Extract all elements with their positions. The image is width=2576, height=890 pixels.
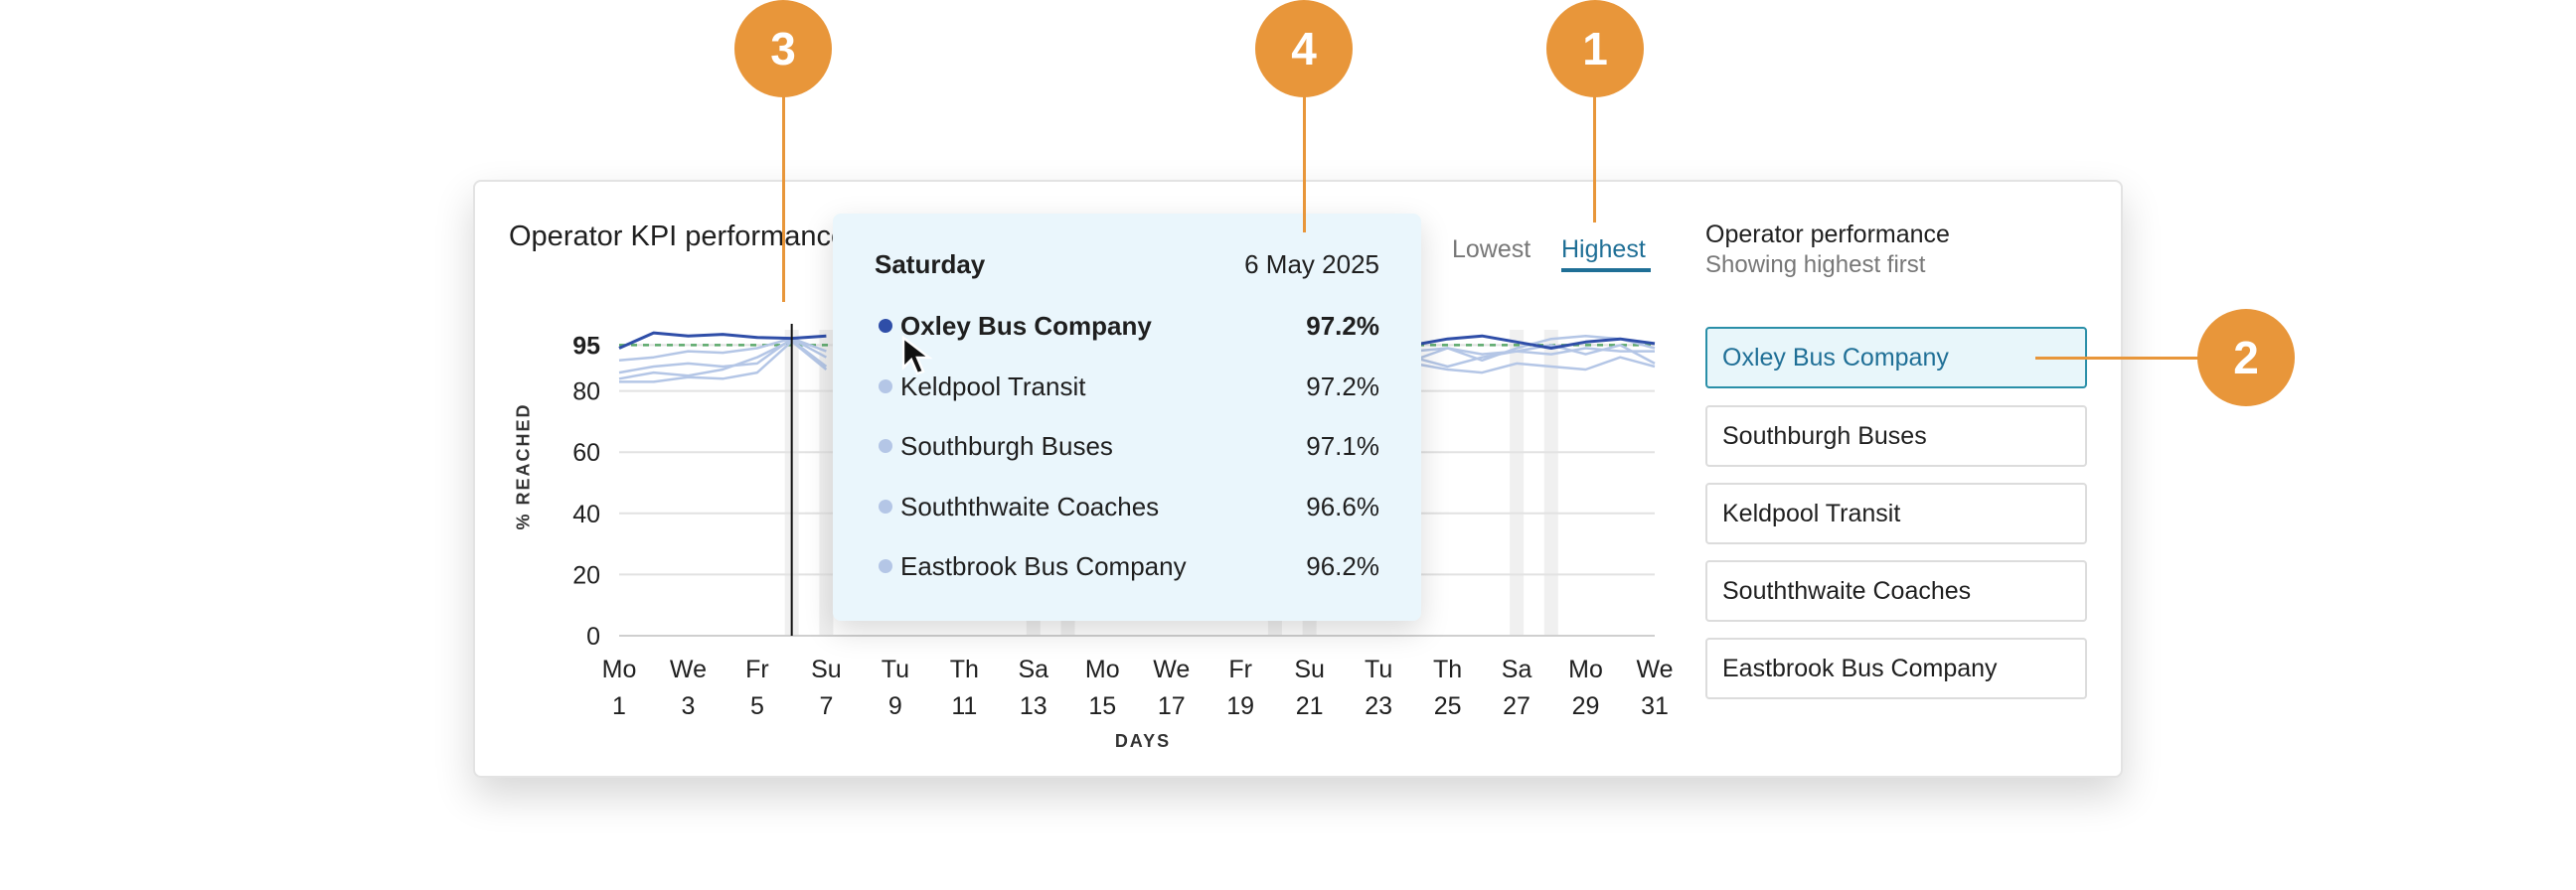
y-tick-label: 80 bbox=[572, 378, 600, 406]
series-dot-icon bbox=[879, 439, 892, 453]
x-tick-day-label: Fr bbox=[1228, 656, 1252, 683]
x-tick-date-label: 1 bbox=[612, 692, 626, 720]
x-tick-day-label: Su bbox=[811, 656, 842, 683]
weekend-band bbox=[1543, 330, 1558, 636]
sort-lowest[interactable]: Lowest bbox=[1452, 235, 1531, 263]
x-tick-date-label: 11 bbox=[951, 692, 977, 720]
panel-subtitle: Showing highest first bbox=[1705, 251, 1926, 278]
y-tick-label: 0 bbox=[586, 623, 600, 651]
callout-1-line bbox=[1593, 95, 1596, 222]
x-tick-date-label: 3 bbox=[682, 692, 696, 720]
operator-button[interactable]: Keldpool Transit bbox=[1705, 483, 2087, 544]
x-tick-day-label: Tu bbox=[1365, 656, 1392, 683]
x-tick-date-label: 15 bbox=[1088, 692, 1116, 720]
x-tick-date-label: 23 bbox=[1365, 692, 1392, 720]
tooltip-value: 96.2% bbox=[1306, 551, 1379, 581]
panel-title: Operator performance bbox=[1705, 221, 1950, 248]
x-tick-date-label: 25 bbox=[1434, 692, 1462, 720]
x-tick-date-label: 9 bbox=[888, 692, 902, 720]
callout-3-badge: 3 bbox=[734, 0, 832, 97]
tooltip-row: Eastbrook Bus Company 96.2% bbox=[875, 547, 1379, 587]
operator-button[interactable]: Oxley Bus Company bbox=[1705, 327, 2087, 388]
tooltip-row: Keldpool Transit 97.2% bbox=[875, 368, 1379, 407]
callout-3-line bbox=[782, 95, 785, 302]
tooltip-row: Souththwaite Coaches 96.6% bbox=[875, 488, 1379, 527]
y-tick-label: 20 bbox=[572, 561, 600, 589]
callout-2-badge: 2 bbox=[2197, 309, 2295, 406]
x-axis-title: DAYS bbox=[1114, 731, 1172, 751]
callout-4-badge: 4 bbox=[1255, 0, 1353, 97]
x-tick-day-label: Tu bbox=[882, 656, 909, 683]
tooltip-row: Southburgh Buses 97.1% bbox=[875, 427, 1379, 467]
x-tick-date-label: 21 bbox=[1296, 692, 1324, 720]
mouse-pointer-icon bbox=[901, 336, 933, 375]
y-axis-title: % REACHED bbox=[513, 402, 534, 530]
x-tick-day-label: Fr bbox=[745, 656, 769, 683]
x-tick-day-label: Sa bbox=[1502, 656, 1532, 683]
x-tick-date-label: 31 bbox=[1641, 692, 1669, 720]
series-dot-icon bbox=[879, 559, 892, 573]
x-tick-date-label: 17 bbox=[1158, 692, 1186, 720]
tooltip-value: 97.1% bbox=[1306, 431, 1379, 461]
x-tick-day-label: Mo bbox=[1568, 656, 1603, 683]
tooltip-value: 96.6% bbox=[1306, 492, 1379, 521]
operator-button[interactable]: Eastbrook Bus Company bbox=[1705, 638, 2087, 699]
series-dot-icon bbox=[879, 379, 892, 393]
x-tick-date-label: 29 bbox=[1572, 692, 1600, 720]
weekend-band bbox=[819, 330, 834, 636]
x-tick-date-label: 5 bbox=[750, 692, 764, 720]
tooltip-value: 97.2% bbox=[1306, 371, 1379, 401]
x-tick-day-label: We bbox=[1153, 656, 1190, 683]
sort-active-underline bbox=[1561, 268, 1651, 272]
tooltip-operator: Oxley Bus Company bbox=[900, 311, 1152, 341]
tooltip-date: 6 May 2025 bbox=[1244, 249, 1379, 279]
x-tick-day-label: Mo bbox=[1085, 656, 1120, 683]
weekend-band bbox=[1510, 330, 1525, 636]
x-tick-day-label: Mo bbox=[602, 656, 637, 683]
y-tick-label: 95 bbox=[572, 332, 600, 360]
x-tick-day-label: Sa bbox=[1019, 656, 1049, 683]
tooltip-operator: Keldpool Transit bbox=[900, 371, 1086, 401]
y-tick-label: 60 bbox=[572, 439, 600, 467]
hover-tooltip: Saturday 6 May 2025 Oxley Bus Company 97… bbox=[833, 214, 1421, 621]
x-tick-date-label: 27 bbox=[1503, 692, 1530, 720]
x-tick-date-label: 7 bbox=[819, 692, 833, 720]
series-dot-icon bbox=[879, 319, 892, 333]
x-tick-date-label: 19 bbox=[1226, 692, 1254, 720]
x-tick-day-label: Th bbox=[950, 656, 979, 683]
operator-button[interactable]: Souththwaite Coaches bbox=[1705, 560, 2087, 622]
tooltip-operator: Eastbrook Bus Company bbox=[900, 551, 1187, 581]
x-tick-date-label: 13 bbox=[1020, 692, 1047, 720]
callout-1-badge: 1 bbox=[1546, 0, 1644, 97]
tooltip-day: Saturday bbox=[875, 249, 986, 279]
callout-4-line bbox=[1303, 95, 1306, 232]
tooltip-operator: Souththwaite Coaches bbox=[900, 492, 1160, 521]
tooltip-operator: Southburgh Buses bbox=[900, 431, 1113, 461]
x-tick-day-label: Su bbox=[1294, 656, 1325, 683]
x-tick-day-label: We bbox=[670, 656, 707, 683]
y-tick-label: 40 bbox=[572, 501, 600, 528]
callout-2-line bbox=[2035, 357, 2198, 360]
x-tick-day-label: Th bbox=[1433, 656, 1462, 683]
tooltip-value: 97.2% bbox=[1306, 311, 1379, 341]
sort-highest[interactable]: Highest bbox=[1561, 235, 1646, 263]
series-dot-icon bbox=[879, 500, 892, 514]
x-tick-day-label: We bbox=[1636, 656, 1673, 683]
tooltip-row: Oxley Bus Company 97.2% bbox=[875, 307, 1379, 347]
operator-button[interactable]: Southburgh Buses bbox=[1705, 405, 2087, 467]
